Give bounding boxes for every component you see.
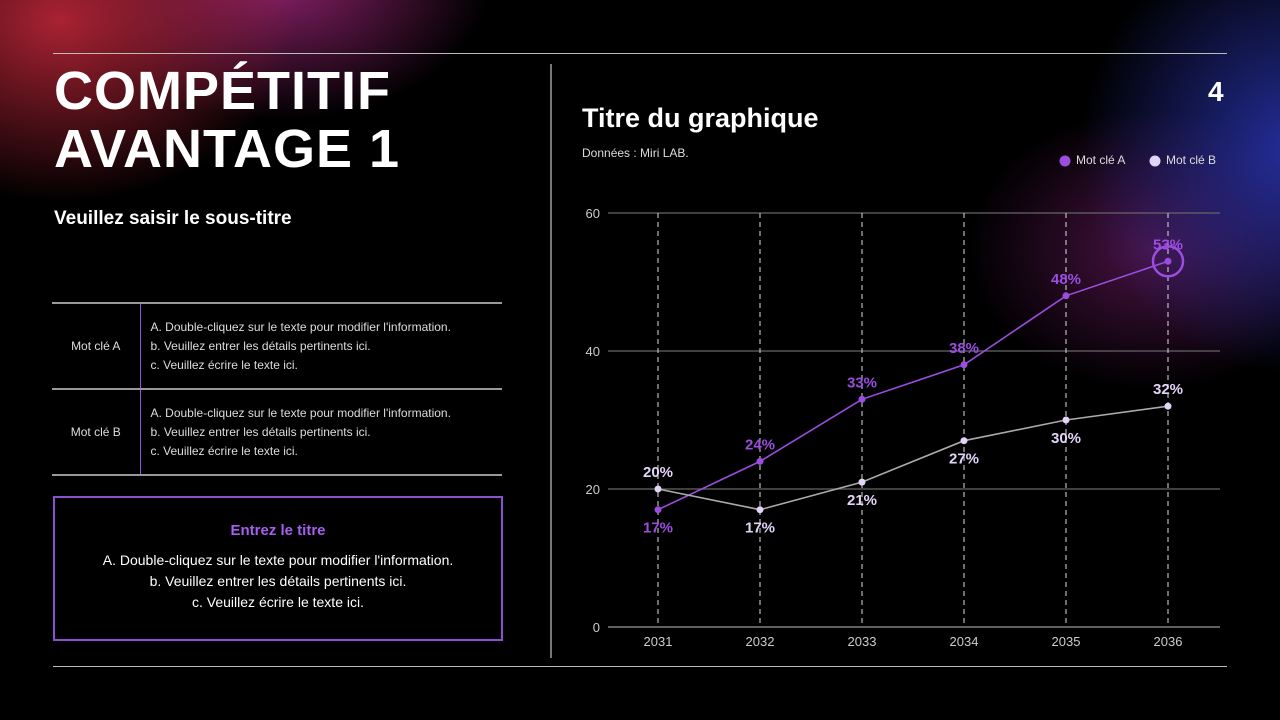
data-point <box>858 478 866 486</box>
row-key: Mot clé B <box>52 388 141 476</box>
series-line-b <box>657 405 1169 511</box>
vertical-divider <box>550 64 552 658</box>
x-tick-label: 2035 <box>1052 634 1081 649</box>
info-box: Entrez le titre A. Double-cliquez sur le… <box>53 496 503 641</box>
data-label: 32% <box>1153 381 1183 398</box>
info-box-title: Entrez le titre <box>230 522 326 539</box>
data-label: 17% <box>643 520 673 537</box>
legend-label: Mot clé A <box>1076 153 1125 167</box>
legend-marker <box>1059 155 1071 167</box>
x-tick-label: 2032 <box>746 634 775 649</box>
series-line-a <box>657 260 1169 511</box>
data-label: 48% <box>1051 271 1081 288</box>
y-tick-label: 0 <box>593 620 600 635</box>
data-point <box>1164 402 1172 410</box>
line: c. Veuillez écrire le texte ici. <box>150 357 298 372</box>
legend-marker <box>1149 155 1161 167</box>
y-tick-label: 40 <box>586 344 600 359</box>
line: c. Veuillez écrire le texte ici. <box>150 443 298 458</box>
x-tick-label: 2034 <box>950 634 979 649</box>
data-point <box>654 506 662 514</box>
bottom-rule <box>53 666 1227 667</box>
data-point <box>960 361 968 369</box>
data-point <box>756 506 764 514</box>
table-row: Mot clé A A. Double-cliquez sur le texte … <box>52 302 502 390</box>
slide-title: COMPÉTITIF AVANTAGE 1 <box>54 62 400 178</box>
data-label: 24% <box>745 436 775 453</box>
x-tick-label: 2036 <box>1154 634 1183 649</box>
data-label: 38% <box>949 340 979 357</box>
chart-subtitle: Données : Miri LAB. <box>582 146 689 160</box>
x-tick-label: 2033 <box>848 634 877 649</box>
info-line: c. Veuillez écrire le texte ici. <box>192 594 364 610</box>
data-point <box>654 485 662 493</box>
data-point <box>858 395 866 403</box>
highlight-ring <box>1151 245 1185 278</box>
line: b. Veuillez entrer les détails pertinent… <box>150 338 371 353</box>
keyword-table: Mot clé A A. Double-cliquez sur le texte … <box>52 302 502 476</box>
data-label: 33% <box>847 374 877 391</box>
data-point <box>1062 416 1070 424</box>
title-line-2: AVANTAGE 1 <box>54 119 401 179</box>
data-label: 17% <box>745 520 775 537</box>
page-number: 4 <box>1208 76 1224 107</box>
data-label: 20% <box>643 464 673 481</box>
row-text: A. Double-cliquez sur le texte pour modi… <box>140 388 502 476</box>
info-line: A. Double-cliquez sur le texte pour modi… <box>102 552 454 568</box>
y-tick-label: 20 <box>586 482 600 497</box>
chart-title: Titre du graphique <box>582 103 819 133</box>
top-rule <box>53 53 1227 54</box>
line: A. Double-cliquez sur le texte pour modi… <box>150 405 451 420</box>
line: b. Veuillez entrer les détails pertinent… <box>150 424 371 439</box>
y-tick-label: 60 <box>586 206 600 221</box>
legend-label: Mot clé B <box>1166 153 1216 167</box>
row-text: A. Double-cliquez sur le texte pour modi… <box>140 302 502 390</box>
title-line-1: COMPÉTITIF <box>54 61 391 121</box>
x-tick-label: 2031 <box>644 634 673 649</box>
line: A. Double-cliquez sur le texte pour modi… <box>150 319 451 334</box>
slide-subtitle: Veuillez saisir le sous-titre <box>54 208 292 229</box>
row-key: Mot clé A <box>52 302 141 390</box>
data-point <box>756 457 764 465</box>
data-point <box>960 437 968 445</box>
info-line: b. Veuillez entrer les détails pertinent… <box>149 573 407 589</box>
data-point <box>1164 257 1172 265</box>
data-label: 30% <box>1051 430 1081 447</box>
table-row: Mot clé B A. Double-cliquez sur le texte … <box>52 388 502 476</box>
data-point <box>1062 292 1070 300</box>
data-label: 27% <box>949 451 979 468</box>
data-label: 21% <box>847 492 877 509</box>
